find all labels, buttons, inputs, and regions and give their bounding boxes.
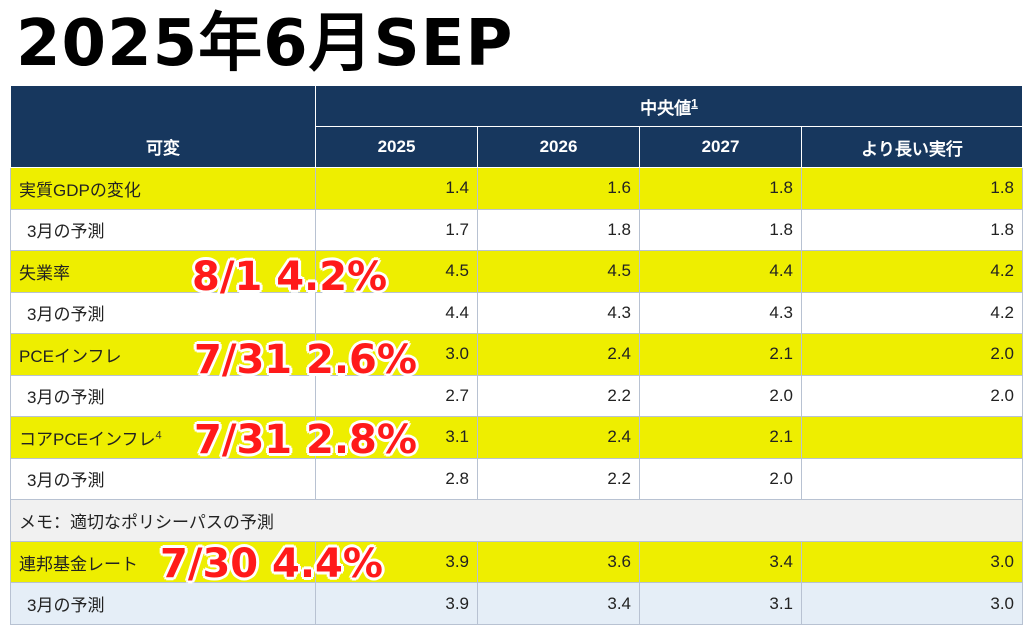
row-label: 実質GDPの変化 (10, 167, 316, 210)
cell-value: 1.8 (801, 167, 1023, 210)
row-march-projection-unemployment: 3月の予測 4.4 4.3 4.3 4.2 (10, 291, 1023, 335)
cell-value: 3.0 (801, 540, 1023, 584)
cell-value: 2.7 (315, 374, 478, 418)
annotation-unemployment: 8/1 4.2% (192, 254, 388, 300)
cell-value: 4.5 (315, 250, 478, 293)
row-pce-inflation: PCEインフレ 3.0 2.4 2.1 2.0 (10, 333, 1023, 376)
cell-value: 4.4 (315, 291, 478, 335)
cell-value: 1.8 (639, 167, 802, 210)
cell-value: 2.4 (477, 333, 640, 376)
row-march-projection-core-pce: 3月の予測 2.8 2.2 2.0 (10, 457, 1023, 501)
row-unemployment: 失業率 4.5 4.5 4.4 4.2 (10, 250, 1023, 293)
footnote-1-link[interactable]: 1 (691, 95, 698, 110)
year-header-2027: 2027 (639, 126, 802, 168)
memo-label: メモ：適切なポリシーパスの予測 (10, 499, 1023, 542)
cell-value: 4.3 (639, 291, 802, 335)
cell-value: 2.0 (639, 374, 802, 418)
cell-value: 2.8 (315, 457, 478, 501)
row-memo: メモ：適切なポリシーパスの予測 (10, 499, 1023, 542)
median-group-header: 中央値1 (315, 85, 1023, 127)
annotation-fed-funds: 7/30 4.4% (160, 541, 383, 587)
footnote-4-link[interactable]: 4 (155, 429, 162, 442)
row-march-projection-gdp: 3月の予測 1.7 1.8 1.8 1.8 (10, 208, 1023, 252)
row-label: 3月の予測 (10, 208, 316, 252)
row-march-projection-fed-funds: 3月の予測 3.9 3.4 3.1 3.0 (10, 582, 1023, 625)
row-label: PCEインフレ (10, 333, 316, 376)
cell-value: 1.7 (315, 208, 478, 252)
row-federal-funds-rate: 連邦基金レート 3.9 3.6 3.4 3.0 (10, 540, 1023, 584)
cell-value: 3.1 (639, 582, 802, 625)
cell-value: 3.9 (315, 540, 478, 584)
sep-median-table: 可変 中央値1 2025 2026 2027 より長い実行 実質GDPの変化 1… (10, 85, 1023, 625)
year-header-2026: 2026 (477, 126, 640, 168)
variable-header: 可変 (10, 85, 316, 168)
cell-value: 4.2 (801, 291, 1023, 335)
cell-value: 4.3 (477, 291, 640, 335)
cell-value: 4.4 (639, 250, 802, 293)
cell-value: 4.2 (801, 250, 1023, 293)
cell-value (801, 457, 1023, 501)
cell-value: 3.9 (315, 582, 478, 625)
cell-value: 2.0 (639, 457, 802, 501)
cell-value: 2.4 (477, 416, 640, 459)
cell-value: 3.0 (801, 582, 1023, 625)
cell-value: 3.0 (315, 333, 478, 376)
row-label: 3月の予測 (10, 457, 316, 501)
cell-value: 1.8 (477, 208, 640, 252)
cell-value: 2.1 (639, 416, 802, 459)
cell-value (801, 416, 1023, 459)
page-title: 2025年6月SEP (16, 7, 514, 81)
cell-value: 1.6 (477, 167, 640, 210)
cell-value: 3.4 (477, 582, 640, 625)
cell-value: 2.2 (477, 374, 640, 418)
cell-value: 1.4 (315, 167, 478, 210)
annotation-pce: 7/31 2.6% (194, 337, 417, 383)
row-label: 連邦基金レート (10, 540, 316, 584)
row-label: コアPCEインフレ4 (10, 416, 316, 459)
cell-value: 3.4 (639, 540, 802, 584)
row-label: 3月の予測 (10, 291, 316, 335)
cell-value: 4.5 (477, 250, 640, 293)
row-label: 失業率 (10, 250, 316, 293)
cell-value: 1.8 (801, 208, 1023, 252)
row-march-projection-pce: 3月の予測 2.7 2.2 2.0 2.0 (10, 374, 1023, 418)
annotation-core-pce: 7/31 2.8% (194, 417, 417, 463)
cell-value: 2.2 (477, 457, 640, 501)
cell-value: 2.0 (801, 333, 1023, 376)
cell-value: 1.8 (639, 208, 802, 252)
row-label: 3月の予測 (10, 374, 316, 418)
cell-value: 2.0 (801, 374, 1023, 418)
row-core-pce-inflation: コアPCEインフレ4 3.1 2.4 2.1 (10, 416, 1023, 459)
row-label: 3月の予測 (10, 582, 316, 625)
row-real-gdp: 実質GDPの変化 1.4 1.6 1.8 1.8 (10, 167, 1023, 210)
cell-value: 2.1 (639, 333, 802, 376)
year-header-longer-run: より長い実行 (801, 126, 1023, 168)
year-header-2025: 2025 (315, 126, 478, 168)
cell-value: 3.6 (477, 540, 640, 584)
